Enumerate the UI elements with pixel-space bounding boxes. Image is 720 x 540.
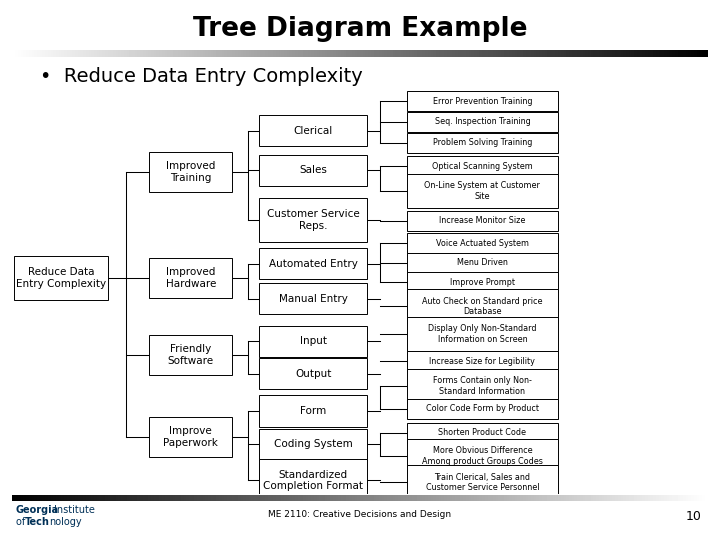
- Text: Sales: Sales: [300, 165, 327, 175]
- FancyBboxPatch shape: [150, 152, 232, 192]
- FancyBboxPatch shape: [407, 289, 558, 323]
- FancyBboxPatch shape: [407, 157, 558, 177]
- FancyBboxPatch shape: [150, 417, 232, 456]
- FancyBboxPatch shape: [150, 335, 232, 375]
- FancyBboxPatch shape: [407, 423, 558, 443]
- FancyBboxPatch shape: [259, 326, 367, 357]
- Text: Customer Service
Reps.: Customer Service Reps.: [267, 209, 359, 231]
- Text: Improved
Training: Improved Training: [166, 161, 215, 183]
- FancyBboxPatch shape: [259, 115, 367, 146]
- Text: Improve Prompt: Improve Prompt: [450, 278, 515, 287]
- Text: Seq. Inspection Training: Seq. Inspection Training: [435, 117, 530, 126]
- Text: Error Prevention Training: Error Prevention Training: [433, 97, 532, 106]
- Text: ME 2110: Creative Decisions and Design: ME 2110: Creative Decisions and Design: [269, 510, 451, 519]
- Text: Problem Solving Training: Problem Solving Training: [433, 138, 532, 147]
- Text: Shorten Product Code: Shorten Product Code: [438, 428, 526, 437]
- Text: •  Reduce Data Entry Complexity: • Reduce Data Entry Complexity: [40, 68, 362, 86]
- FancyBboxPatch shape: [407, 399, 558, 419]
- Text: Tree Diagram Example: Tree Diagram Example: [193, 16, 527, 42]
- FancyBboxPatch shape: [407, 253, 558, 273]
- Text: Improve
Paperwork: Improve Paperwork: [163, 426, 218, 448]
- Text: Manual Entry: Manual Entry: [279, 294, 348, 304]
- Text: Forms Contain only Non-
Standard Information: Forms Contain only Non- Standard Informa…: [433, 376, 532, 396]
- FancyBboxPatch shape: [259, 154, 367, 186]
- FancyBboxPatch shape: [259, 248, 367, 279]
- Text: Increase Size for Legibility: Increase Size for Legibility: [429, 357, 536, 366]
- Text: Institute: Institute: [54, 505, 95, 515]
- FancyBboxPatch shape: [259, 458, 367, 502]
- Text: Reduce Data
Entry Complexity: Reduce Data Entry Complexity: [16, 267, 107, 289]
- FancyBboxPatch shape: [407, 91, 558, 111]
- FancyBboxPatch shape: [407, 211, 558, 231]
- Text: Menu Driven: Menu Driven: [457, 258, 508, 267]
- FancyBboxPatch shape: [407, 439, 558, 473]
- FancyBboxPatch shape: [407, 317, 558, 351]
- Text: Train Clerical, Sales and
Customer Service Personnel: Train Clerical, Sales and Customer Servi…: [426, 472, 539, 492]
- Text: Auto Check on Standard price
Database: Auto Check on Standard price Database: [422, 296, 543, 316]
- Text: Standardized
Completion Format: Standardized Completion Format: [264, 470, 363, 491]
- Text: Color Code Form by Product: Color Code Form by Product: [426, 404, 539, 414]
- Text: Friendly
Software: Friendly Software: [168, 344, 214, 366]
- Text: 10: 10: [686, 510, 702, 523]
- FancyBboxPatch shape: [407, 133, 558, 153]
- Text: of: of: [16, 517, 28, 528]
- FancyBboxPatch shape: [407, 465, 558, 500]
- Text: Coding System: Coding System: [274, 439, 353, 449]
- Text: On-Line System at Customer
Site: On-Line System at Customer Site: [425, 181, 540, 200]
- Text: Optical Scanning System: Optical Scanning System: [432, 162, 533, 171]
- Text: Georgia: Georgia: [16, 505, 59, 515]
- FancyBboxPatch shape: [259, 395, 367, 427]
- FancyBboxPatch shape: [259, 429, 367, 460]
- Text: nology: nology: [49, 517, 81, 528]
- Text: Improved
Hardware: Improved Hardware: [166, 267, 216, 289]
- FancyBboxPatch shape: [407, 174, 558, 208]
- FancyBboxPatch shape: [407, 369, 558, 403]
- FancyBboxPatch shape: [259, 358, 367, 389]
- Text: Increase Monitor Size: Increase Monitor Size: [439, 217, 526, 225]
- FancyBboxPatch shape: [259, 284, 367, 314]
- Text: Input: Input: [300, 336, 327, 346]
- Text: Voice Actuated System: Voice Actuated System: [436, 239, 529, 248]
- FancyBboxPatch shape: [150, 258, 232, 298]
- FancyBboxPatch shape: [407, 112, 558, 132]
- FancyBboxPatch shape: [407, 272, 558, 292]
- Text: Output: Output: [295, 369, 331, 379]
- FancyBboxPatch shape: [407, 351, 558, 371]
- Text: Automated Entry: Automated Entry: [269, 259, 358, 268]
- Text: Tech: Tech: [24, 517, 50, 528]
- Text: Clerical: Clerical: [294, 126, 333, 136]
- FancyBboxPatch shape: [407, 233, 558, 253]
- FancyBboxPatch shape: [259, 198, 367, 242]
- FancyBboxPatch shape: [14, 256, 108, 300]
- Text: Display Only Non-Standard
Information on Screen: Display Only Non-Standard Information on…: [428, 325, 536, 344]
- Text: Form: Form: [300, 406, 326, 416]
- Text: More Obvious Difference
Among product Groups Codes: More Obvious Difference Among product Gr…: [422, 446, 543, 465]
